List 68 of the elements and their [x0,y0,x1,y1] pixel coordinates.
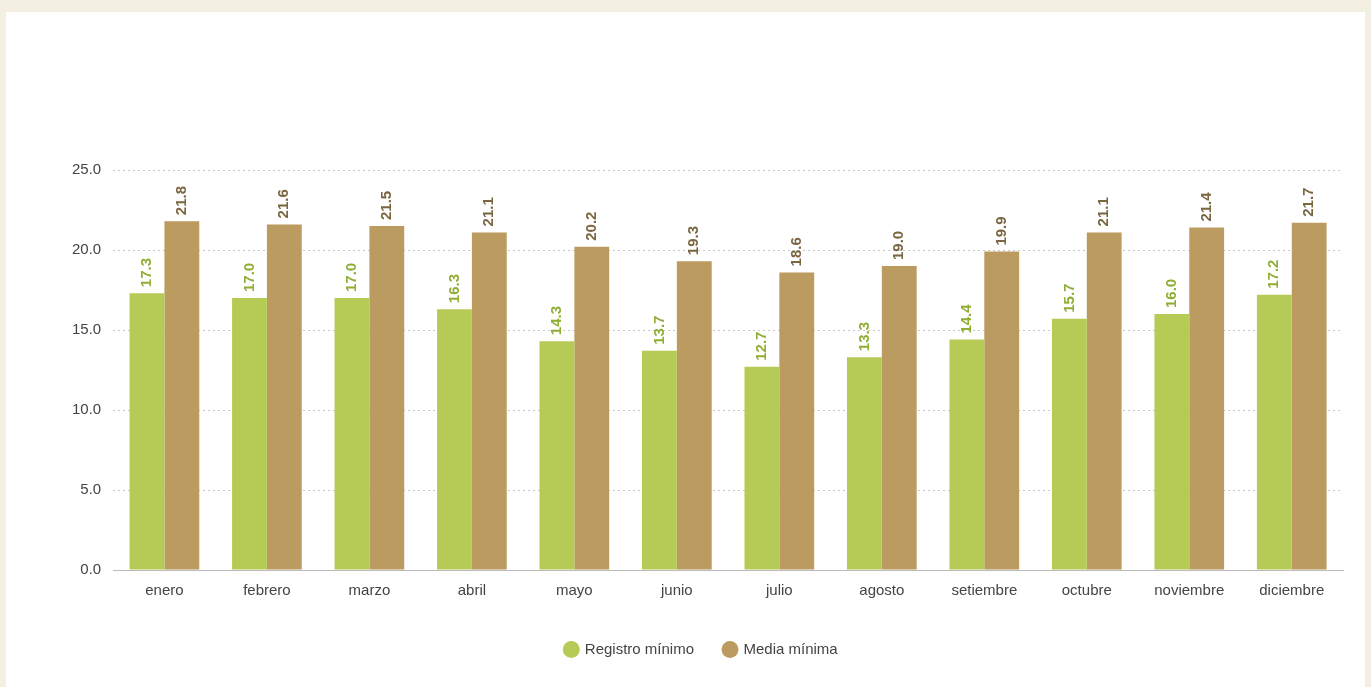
bar [846,357,882,570]
data-label: 16.3 [444,274,462,304]
bar [266,224,302,570]
data-label: 21.5 [376,190,394,220]
y-tick-label: 20.0 [71,240,102,258]
data-label: 15.7 [1059,283,1077,313]
data-label: 16.0 [1161,278,1179,308]
bar [334,298,370,570]
bar [471,232,507,570]
data-label: 13.3 [854,322,872,352]
data-label: 19.0 [889,230,907,260]
x-tick-label: setiembre [951,581,1018,599]
x-tick-label: octubre [1061,581,1112,599]
legend-label: Media mínima [743,639,839,657]
bar [1256,294,1292,570]
bar [744,366,780,570]
data-label: 21.1 [479,197,497,227]
bar [164,221,200,570]
x-tick-label: enero [145,581,184,599]
data-label: 12.7 [752,331,770,361]
data-label: 14.4 [957,303,975,334]
bar [642,350,677,570]
legend-label: Registro mínimo [584,639,695,657]
bar [1189,227,1225,570]
bar [1291,222,1327,570]
bar [1154,314,1190,570]
bar [369,226,405,570]
data-label: 21.6 [274,189,292,219]
bar [676,261,712,570]
y-tick-label: 10.0 [71,400,102,418]
bar [949,339,985,570]
data-label: 17.0 [342,262,360,292]
bar [1086,232,1122,570]
x-tick-label: abril [457,581,487,599]
x-tick-label: febrero [243,581,291,599]
y-tick-label: 15.0 [71,320,102,338]
data-label: 21.7 [1299,187,1317,217]
bar [437,309,472,570]
data-label: 17.2 [1264,259,1282,289]
bar [232,298,267,570]
data-label: 19.9 [991,216,1009,246]
x-tick-label: noviembre [1154,581,1225,599]
bar [779,272,815,570]
data-label: 17.0 [239,262,257,292]
y-tick-label: 5.0 [80,480,102,498]
bar [539,341,575,570]
data-label: 14.3 [547,306,565,336]
y-tick-label: 25.0 [71,160,102,178]
data-label: 20.2 [581,211,599,241]
data-label: 21.8 [172,186,189,216]
data-label: 17.3 [137,258,155,288]
data-label: 18.6 [786,237,804,267]
x-tick-label: junio [660,581,693,599]
bar [129,293,165,570]
data-label: 21.1 [1094,197,1112,227]
x-tick-label: mayo [556,581,593,599]
bar [881,266,917,570]
bar [984,251,1020,570]
y-tick-label: 0.0 [80,560,102,578]
x-tick-label: julio [765,581,793,599]
bar [1051,318,1087,570]
data-label: 19.3 [684,226,702,256]
x-tick-label: agosto [859,581,905,599]
x-tick-label: marzo [348,581,391,599]
data-label: 13.7 [649,315,667,345]
data-label: 21.4 [1196,191,1214,222]
bar [574,246,610,570]
x-tick-label: diciembre [1259,581,1325,599]
